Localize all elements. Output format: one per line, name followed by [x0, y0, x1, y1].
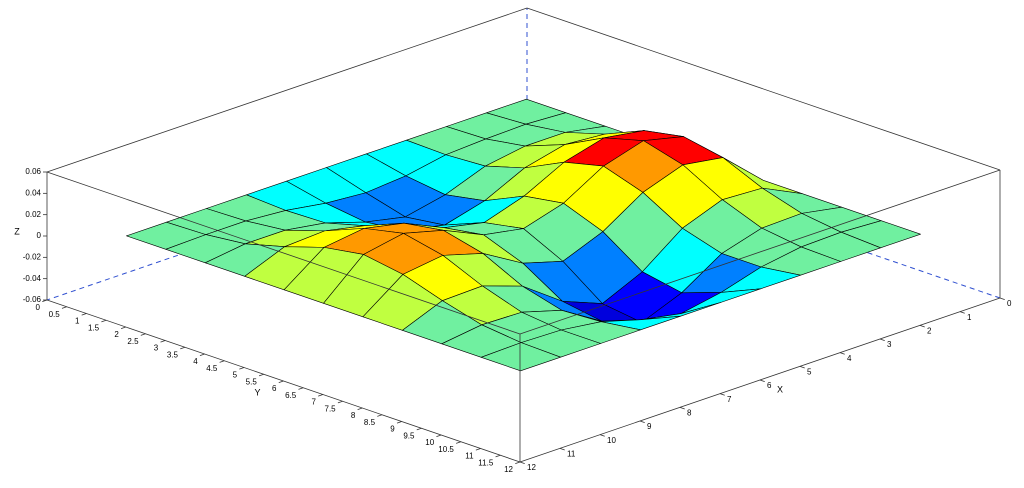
y-tick	[456, 441, 462, 444]
y-tick-label: 0.5	[49, 310, 61, 319]
y-tick	[515, 461, 521, 464]
y-tick	[42, 299, 48, 302]
y-tick-label: 2.5	[127, 337, 139, 346]
x-tick	[919, 324, 925, 328]
x-tick	[559, 447, 565, 451]
y-axis-title: Y	[254, 387, 260, 397]
x-tick	[839, 352, 845, 355]
x-tick	[759, 379, 765, 382]
y-tick	[219, 360, 225, 363]
y-tick	[239, 367, 245, 370]
y-tick-label: 5	[233, 371, 238, 380]
axes: -0.06-0.04-0.0200.020.040.0600.511.522.5…	[14, 167, 1012, 474]
x-tick-label: 0	[1007, 299, 1012, 308]
y-tick-label: 0	[36, 303, 41, 312]
z-axis-title: Z	[14, 226, 20, 236]
x-tick-label: 9	[647, 422, 652, 431]
y-tick	[101, 319, 107, 323]
x-tick	[799, 365, 805, 369]
y-tick	[140, 333, 146, 336]
x-tick-label: 7	[727, 395, 732, 404]
y-tick-label: 3.5	[167, 350, 179, 359]
x-tick-label: 5	[807, 367, 812, 376]
y-tick	[436, 434, 442, 437]
y-tick-label: 6	[272, 384, 277, 393]
y-tick	[61, 306, 67, 309]
y-tick	[377, 414, 383, 417]
x-tick	[679, 406, 685, 410]
y-tick	[81, 313, 87, 316]
y-tick-label: 12	[504, 465, 513, 474]
x-tick	[879, 338, 885, 341]
x-tick-label: 6	[767, 381, 772, 390]
z-tick-label: -0.04	[23, 274, 42, 283]
y-tick	[475, 448, 481, 451]
y-tick	[396, 421, 402, 424]
box-edge	[519, 169, 1001, 335]
x-axis-title: X	[777, 384, 783, 394]
y-tick-label: 4	[193, 357, 198, 366]
z-tick-label: 0.04	[25, 188, 41, 197]
y-tick	[258, 373, 264, 377]
y-tick	[180, 346, 186, 350]
x-tick	[719, 393, 725, 396]
x-tick-label: 8	[687, 408, 692, 417]
y-tick-label: 7.5	[325, 404, 337, 413]
x-tick-label: 11	[567, 449, 576, 458]
y-tick	[278, 380, 284, 383]
z-tick-label: 0	[37, 231, 42, 240]
z-tick-label: -0.02	[23, 252, 42, 261]
surface	[126, 98, 921, 372]
surface-facet	[480, 342, 561, 372]
box-edge	[46, 171, 521, 335]
z-tick-label: 0.06	[25, 167, 41, 176]
z-tick-label: 0.02	[25, 210, 41, 219]
x-tick-label: 1	[967, 313, 972, 322]
y-tick-label: 9.5	[403, 431, 415, 440]
y-tick-label: 10.5	[438, 445, 454, 454]
y-tick-label: 11.5	[478, 458, 494, 467]
y-tick-label: 2	[114, 330, 119, 339]
x-tick-label: 12	[527, 463, 536, 472]
x-tick	[639, 420, 645, 423]
y-tick	[120, 326, 126, 329]
y-tick-label: 1.5	[88, 323, 100, 332]
y-tick	[160, 340, 166, 343]
y-tick	[337, 400, 343, 404]
y-tick-label: 8.5	[364, 418, 376, 427]
y-tick-label: 10	[425, 438, 434, 447]
y-tick-label: 8	[351, 411, 356, 420]
y-tick	[495, 454, 501, 458]
x-tick	[999, 297, 1005, 300]
z-tick-label: -0.06	[23, 295, 42, 304]
x-tick	[959, 311, 965, 314]
x-tick	[599, 434, 605, 437]
x-tick	[519, 461, 525, 464]
x-tick-label: 2	[927, 326, 932, 335]
y-tick-label: 6.5	[285, 391, 297, 400]
y-tick-label: 9	[390, 425, 395, 434]
y-tick	[416, 427, 422, 431]
x-tick-label: 4	[847, 354, 852, 363]
x-tick-label: 3	[887, 340, 892, 349]
y-tick-label: 1	[75, 317, 80, 326]
y-tick-label: 7	[311, 398, 316, 407]
box-edge	[46, 7, 528, 173]
box-edge	[526, 7, 1001, 171]
y-tick	[298, 387, 304, 390]
y-tick	[318, 394, 324, 397]
y-tick-label: 3	[154, 344, 159, 353]
y-tick-label: 11	[465, 452, 474, 461]
y-tick	[199, 353, 205, 356]
y-tick	[357, 407, 363, 410]
y-tick-label: 5.5	[246, 377, 258, 386]
y-tick-label: 4.5	[206, 364, 218, 373]
x-tick-label: 10	[607, 436, 616, 445]
